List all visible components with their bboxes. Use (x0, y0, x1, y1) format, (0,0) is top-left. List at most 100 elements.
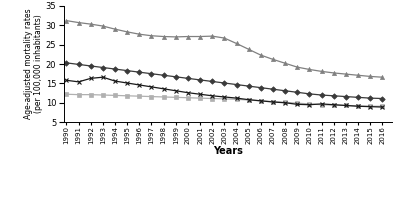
Middle income (113, 28, 118, 30)
Low income (64, 93, 69, 95)
Low income (356, 105, 360, 107)
High income (331, 104, 336, 106)
Brazil (76, 63, 81, 66)
Low income (137, 95, 142, 97)
Brazil (149, 72, 154, 75)
High income (344, 104, 348, 107)
Middle income (368, 75, 372, 78)
Middle income (270, 58, 275, 60)
High income (149, 86, 154, 88)
Middle income (100, 25, 105, 27)
Line: Middle income: Middle income (64, 19, 384, 79)
High income (161, 88, 166, 90)
High income (368, 105, 372, 108)
Middle income (64, 20, 69, 22)
Middle income (356, 74, 360, 76)
High income (246, 98, 251, 101)
Middle income (344, 73, 348, 75)
Middle income (283, 62, 288, 64)
High income (125, 82, 130, 84)
Low income (100, 94, 105, 96)
Low income (331, 104, 336, 106)
Middle income (137, 33, 142, 35)
High income (270, 101, 275, 103)
High income (234, 97, 239, 99)
Brazil (100, 66, 105, 69)
Low income (198, 97, 202, 99)
High income (186, 92, 190, 94)
Low income (307, 103, 312, 105)
Low income (246, 99, 251, 101)
High income (198, 93, 202, 95)
Brazil (113, 68, 118, 70)
Low income (149, 95, 154, 98)
Brazil (198, 79, 202, 81)
Middle income (380, 76, 385, 78)
High income (64, 79, 69, 82)
Low income (113, 94, 118, 97)
Y-axis label: Age-adjusted mortality rates
(per 100,000 inhabitants): Age-adjusted mortality rates (per 100,00… (24, 9, 43, 119)
Brazil (295, 91, 300, 94)
Brazil (161, 74, 166, 76)
Middle income (149, 34, 154, 37)
Brazil (186, 77, 190, 80)
Brazil (344, 95, 348, 98)
Brazil (380, 97, 385, 100)
High income (88, 77, 93, 80)
Brazil (331, 95, 336, 97)
High income (295, 103, 300, 106)
Low income (319, 104, 324, 106)
High income (319, 103, 324, 105)
Low income (344, 104, 348, 107)
Middle income (76, 21, 81, 24)
Low income (380, 105, 385, 107)
Brazil (88, 65, 93, 67)
Brazil (125, 69, 130, 72)
High income (100, 76, 105, 78)
Line: High income: High income (64, 75, 384, 109)
High income (380, 106, 385, 108)
Low income (88, 93, 93, 96)
Brazil (173, 76, 178, 78)
Middle income (234, 42, 239, 45)
Low income (368, 105, 372, 107)
Brazil (210, 80, 215, 83)
Brazil (319, 94, 324, 96)
Middle income (319, 70, 324, 72)
Low income (258, 100, 263, 102)
Low income (125, 95, 130, 97)
Middle income (246, 48, 251, 50)
Brazil (356, 96, 360, 98)
Low income (234, 98, 239, 100)
X-axis label: Years: Years (213, 146, 243, 156)
Low income (161, 96, 166, 98)
Brazil (137, 71, 142, 73)
Low income (186, 97, 190, 99)
Middle income (307, 68, 312, 71)
High income (307, 104, 312, 106)
Brazil (307, 93, 312, 95)
Middle income (186, 35, 190, 38)
Brazil (222, 82, 227, 84)
Line: Low income: Low income (64, 92, 384, 108)
Low income (270, 100, 275, 103)
Low income (295, 102, 300, 104)
Middle income (331, 72, 336, 74)
Low income (76, 93, 81, 96)
High income (356, 105, 360, 107)
Brazil (64, 62, 69, 64)
Low income (210, 97, 215, 100)
Low income (173, 96, 178, 98)
Brazil (270, 88, 275, 90)
Low income (222, 98, 227, 100)
High income (76, 81, 81, 83)
High income (258, 100, 263, 102)
High income (283, 102, 288, 104)
Middle income (173, 36, 178, 38)
Middle income (88, 23, 93, 25)
Brazil (368, 97, 372, 99)
Brazil (246, 85, 251, 87)
Low income (283, 101, 288, 104)
High income (222, 96, 227, 98)
Middle income (222, 37, 227, 39)
